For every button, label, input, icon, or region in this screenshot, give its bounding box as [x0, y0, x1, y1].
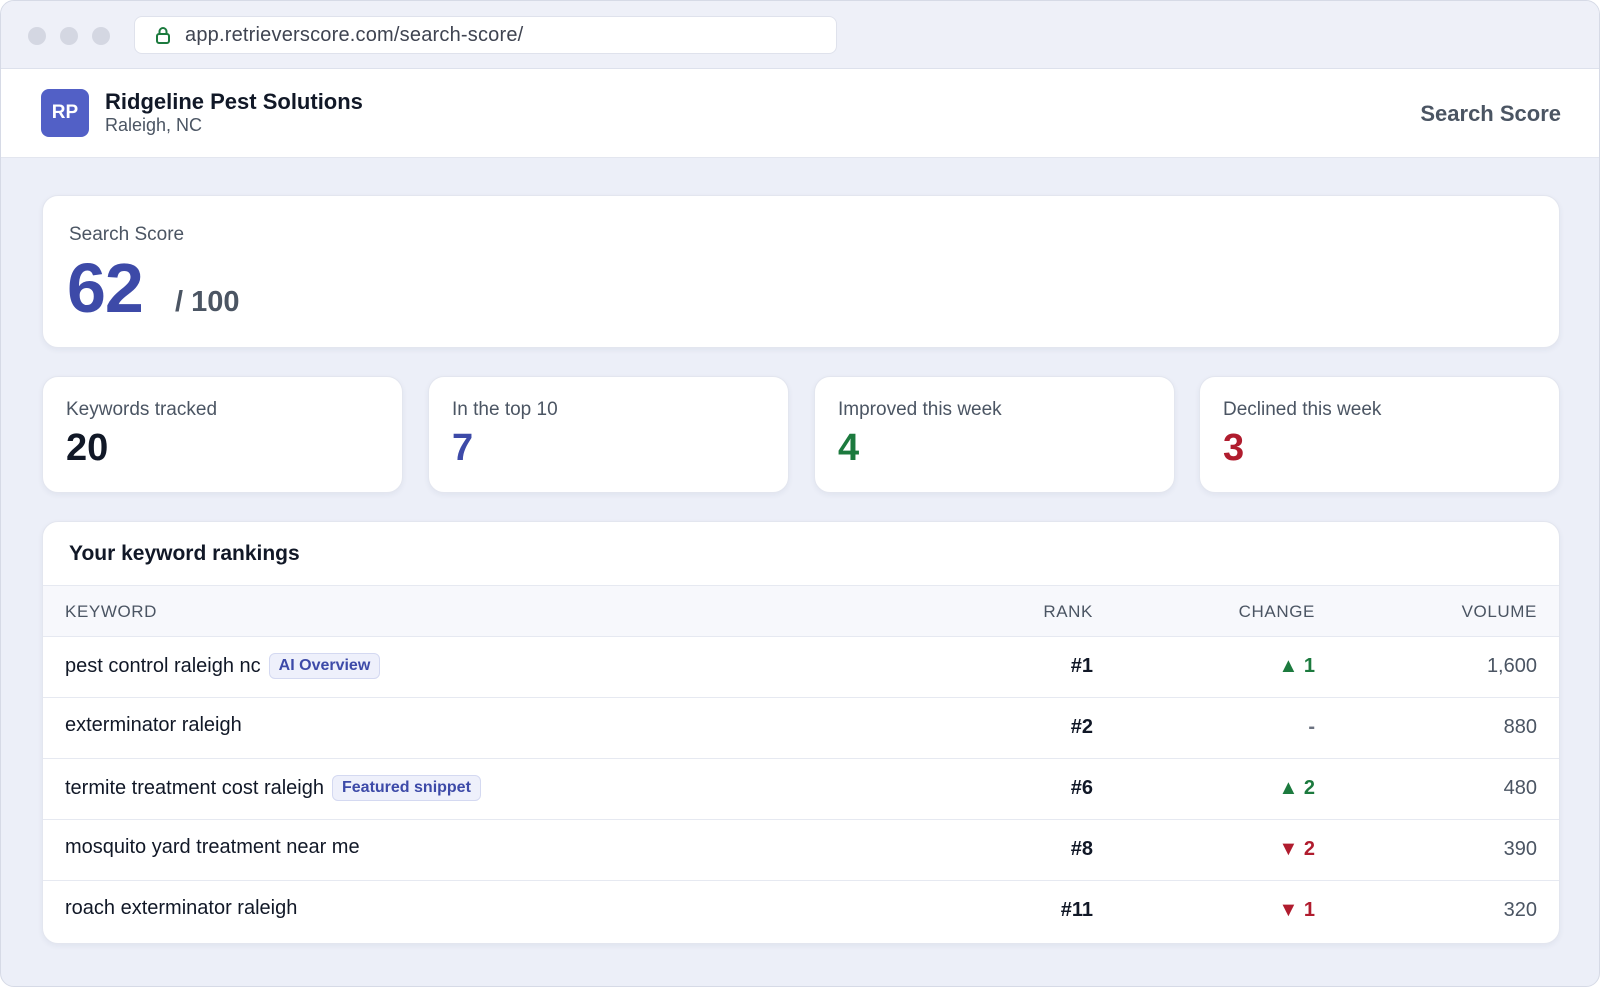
volume-cell: 480: [1503, 777, 1537, 799]
keyword-text: mosquito yard treatment near me: [65, 836, 360, 858]
table-title: Your keyword rankings: [69, 542, 300, 565]
stat-card-declined: Declined this week 3: [1199, 376, 1560, 493]
rank-cell: #8: [1070, 838, 1093, 860]
rank-cell: #11: [1060, 899, 1093, 921]
stat-value: 4: [838, 427, 860, 469]
table-row[interactable]: roach exterminator raleigh #11 ▼ 1 320: [43, 881, 1559, 942]
keyword-rankings-table: Your keyword rankings KEYWORD RANK CHANG…: [42, 521, 1560, 944]
rank-cell: #2: [1070, 716, 1093, 738]
business-avatar: RP: [41, 89, 89, 137]
app-header: RP Ridgeline Pest Solutions Raleigh, NC …: [1, 69, 1599, 158]
volume-cell: 1,600: [1486, 655, 1537, 677]
serp-feature-badge: Featured snippet: [332, 775, 481, 801]
rank-cell: #6: [1070, 777, 1093, 799]
serp-feature-badge: AI Overview: [268, 653, 381, 679]
column-header-rank[interactable]: RANK: [1043, 602, 1093, 621]
rank-cell: #1: [1070, 655, 1093, 677]
score-value: 62: [67, 249, 144, 327]
table-row[interactable]: pest control raleigh nc AI Overview #1 ▲…: [43, 637, 1559, 698]
window-minimize-dot[interactable]: [60, 27, 78, 45]
stat-label: In the top 10: [452, 399, 558, 420]
stat-value: 20: [66, 427, 109, 469]
stat-value: 3: [1223, 427, 1245, 469]
page-title: Search Score: [1420, 101, 1561, 126]
score-max: / 100: [175, 286, 240, 318]
keyword-text: exterminator raleigh: [65, 714, 242, 736]
table-header: KEYWORD RANK CHANGE VOLUME: [43, 585, 1559, 637]
table-row[interactable]: termite treatment cost raleigh Featured …: [43, 759, 1559, 820]
stat-card-improved: Improved this week 4: [814, 376, 1175, 493]
search-score-card: Search Score 62 / 100: [42, 195, 1560, 348]
change-cell: -: [1308, 716, 1315, 738]
table-row[interactable]: exterminator raleigh #2 - 880: [43, 698, 1559, 759]
url-text: app.retrieverscore.com/search-score/: [185, 23, 524, 46]
keyword-cell: exterminator raleigh: [65, 714, 242, 737]
keyword-text: termite treatment cost raleigh: [65, 776, 324, 799]
keyword-cell: pest control raleigh nc AI Overview: [65, 653, 381, 679]
column-header-change[interactable]: CHANGE: [1238, 602, 1315, 621]
volume-cell: 320: [1503, 899, 1537, 921]
stat-value: 7: [452, 427, 474, 469]
change-cell: ▲ 1: [1278, 655, 1315, 677]
browser-chrome: app.retrieverscore.com/search-score/: [1, 1, 1599, 69]
table-row[interactable]: mosquito yard treatment near me #8 ▼ 2 3…: [43, 820, 1559, 881]
stat-label: Keywords tracked: [66, 399, 218, 420]
stat-card-top-10: In the top 10 7: [428, 376, 789, 493]
column-header-volume[interactable]: VOLUME: [1461, 602, 1537, 621]
change-cell: ▼ 2: [1278, 838, 1315, 860]
keyword-cell: termite treatment cost raleigh Featured …: [65, 775, 481, 801]
column-header-keyword[interactable]: KEYWORD: [65, 602, 158, 621]
window-maximize-dot[interactable]: [92, 27, 110, 45]
keyword-cell: roach exterminator raleigh: [65, 897, 297, 920]
score-label: Search Score: [69, 224, 185, 245]
keyword-cell: mosquito yard treatment near me: [65, 836, 360, 859]
business-name: Ridgeline Pest Solutions: [105, 89, 363, 114]
keyword-text: pest control raleigh nc: [65, 654, 261, 677]
business-location: Raleigh, NC: [105, 115, 203, 135]
stat-label: Improved this week: [838, 399, 1002, 420]
change-cell: ▼ 1: [1278, 899, 1315, 921]
volume-cell: 880: [1503, 716, 1537, 738]
volume-cell: 390: [1503, 838, 1537, 860]
window-close-dot[interactable]: [28, 27, 46, 45]
stat-card-keywords-tracked: Keywords tracked 20: [42, 376, 403, 493]
keyword-text: roach exterminator raleigh: [65, 897, 298, 919]
address-bar[interactable]: app.retrieverscore.com/search-score/: [134, 16, 837, 54]
lock-icon: [155, 26, 171, 44]
change-cell: ▲ 2: [1278, 777, 1315, 799]
stat-label: Declined this week: [1223, 399, 1382, 420]
